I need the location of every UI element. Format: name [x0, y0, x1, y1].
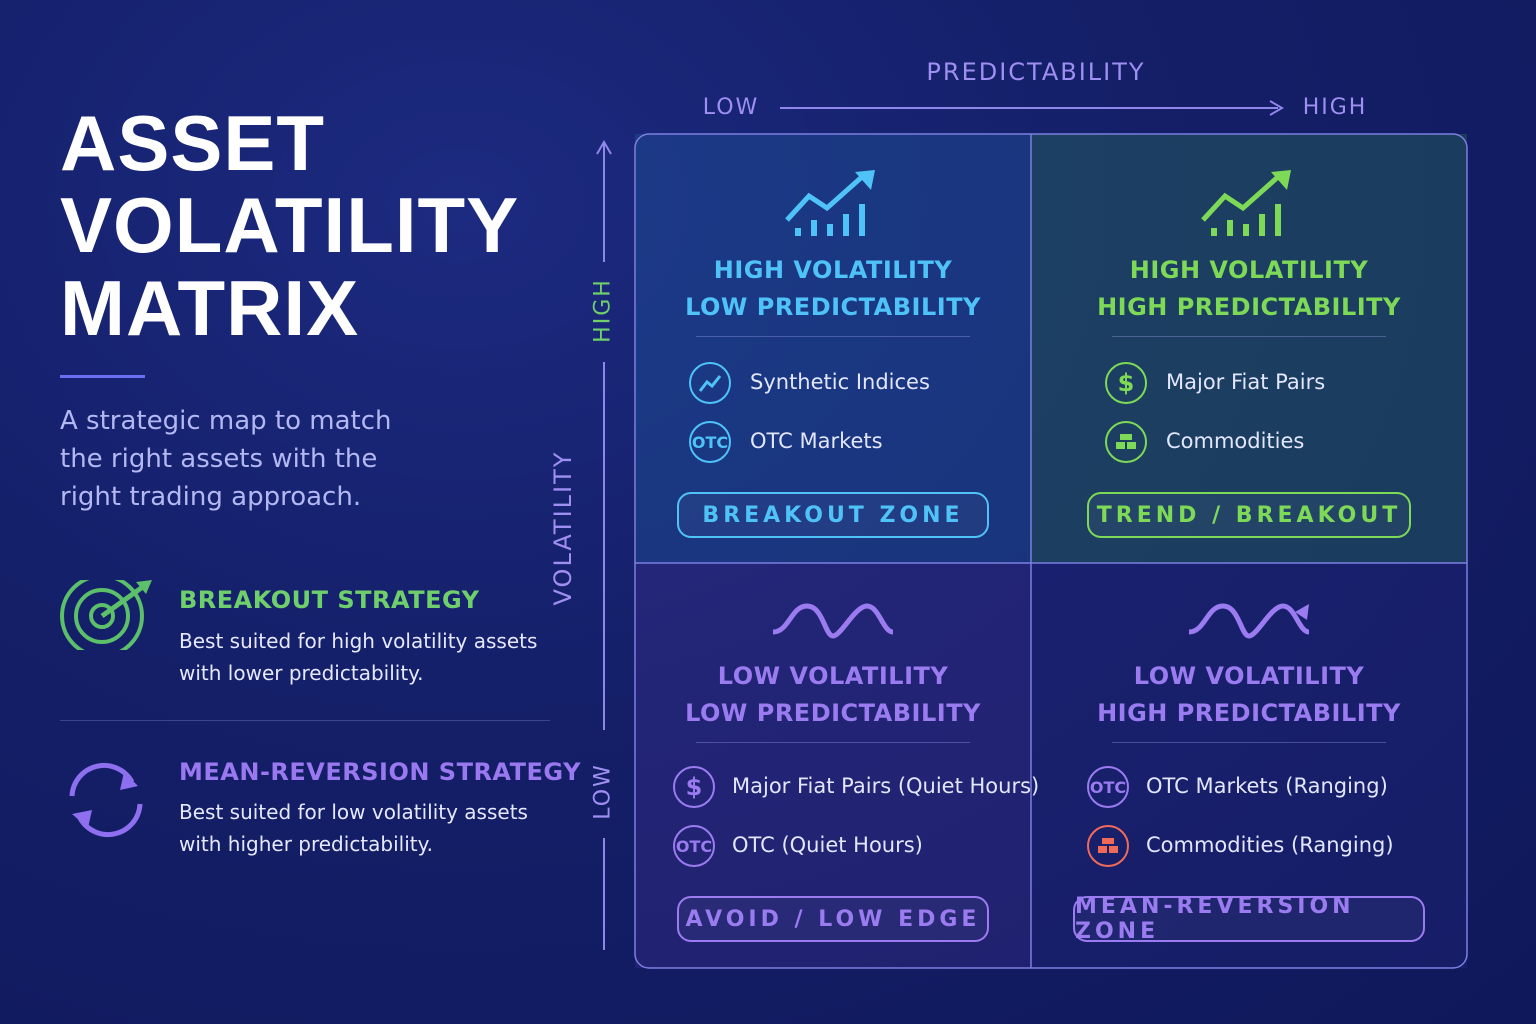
subtitle: A strategic map to match the right asset… [60, 406, 392, 512]
x-axis-label: PREDICTABILITY [926, 58, 1146, 86]
strategy-title: MEAN-REVERSION STRATEGY [179, 758, 581, 786]
divider [696, 336, 970, 337]
strategy-description: Best suited for low volatility assets wi… [179, 800, 528, 856]
item-icon: OTC [689, 421, 731, 463]
item-icon: OTC [673, 825, 715, 867]
divider [696, 742, 970, 743]
item-icon: $ [673, 766, 715, 808]
title-line: MATRIX [60, 264, 360, 352]
item-label: Commodities [1166, 429, 1305, 453]
y-axis-label: VOLATILITY [549, 450, 577, 606]
quadrant-title: HIGH PREDICTABILITY [1097, 699, 1401, 727]
y-axis-high: HIGH [590, 278, 616, 343]
zone-label: AVOID / LOW EDGE [677, 896, 989, 942]
quadrant-title: HIGH VOLATILITY [1129, 256, 1369, 284]
quadrant-title: HIGH VOLATILITY [713, 256, 953, 284]
divider [1112, 742, 1386, 743]
target-icon [60, 580, 152, 650]
strategy-description: Best suited for high volatility assets w… [179, 629, 538, 685]
item-icon [1087, 825, 1129, 867]
y-axis-low: LOW [590, 763, 616, 820]
zone-label: MEAN-REVERSION ZONE [1073, 894, 1425, 944]
item-icon: $ [1105, 362, 1147, 404]
separator [60, 720, 550, 721]
item-glyph [1116, 434, 1136, 449]
zone-label: BREAKOUT ZONE [677, 492, 989, 538]
quadrant-title: HIGH PREDICTABILITY [1097, 293, 1401, 321]
wave-icon [772, 603, 894, 639]
title-line: VOLATILITY [60, 181, 520, 269]
item-label: Major Fiat Pairs (Quiet Hours) [732, 774, 1040, 798]
strategy-title: BREAKOUT STRATEGY [179, 586, 480, 614]
accent-line [60, 375, 145, 378]
item-glyph [698, 375, 722, 392]
item-label: Commodities (Ranging) [1146, 833, 1394, 857]
item-glyph [1098, 838, 1118, 853]
title-line: ASSET [60, 99, 326, 187]
x-axis-low: LOW [702, 95, 760, 120]
item-icon [689, 362, 731, 404]
quadrant-title: LOW PREDICTABILITY [685, 699, 981, 727]
item-label: OTC Markets (Ranging) [1146, 774, 1388, 798]
quadrant-title: LOW VOLATILITY [717, 662, 949, 690]
wave-icon [1188, 603, 1310, 639]
trend-icon [1201, 170, 1291, 236]
item-icon [1105, 421, 1147, 463]
item-label: OTC (Quiet Hours) [732, 833, 923, 857]
zone-label: TREND / BREAKOUT [1087, 492, 1411, 538]
item-label: OTC Markets [750, 429, 883, 453]
quadrant-title: LOW VOLATILITY [1133, 662, 1365, 690]
item-icon: OTC [1087, 766, 1129, 808]
x-axis-high: HIGH [1302, 95, 1368, 120]
trend-icon [785, 170, 875, 236]
quadrant-title: LOW PREDICTABILITY [685, 293, 981, 321]
item-label: Synthetic Indices [750, 370, 930, 394]
cycle-icon [69, 762, 143, 838]
divider [1112, 336, 1386, 337]
item-label: Major Fiat Pairs [1166, 370, 1326, 394]
